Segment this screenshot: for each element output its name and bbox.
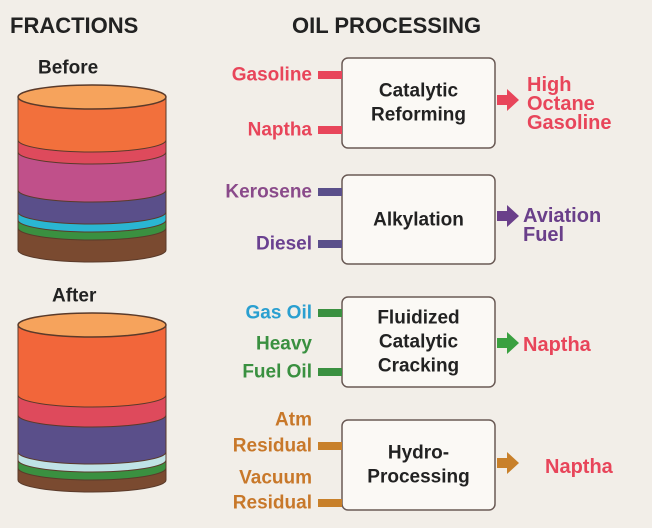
process-name: Catalytic [342, 82, 495, 101]
input-connector [318, 499, 342, 507]
process-name: Cracking [342, 357, 495, 376]
process-name: Processing [342, 468, 495, 487]
process-name: Reforming [342, 106, 495, 125]
output-label: Gasoline [527, 113, 611, 133]
output-label: Aviation [523, 206, 601, 226]
process-name: Hydro- [342, 444, 495, 463]
output-label: High [527, 75, 571, 95]
cylinder-label: After [52, 287, 96, 306]
input-connector [318, 126, 342, 134]
output-arrow [497, 205, 519, 227]
input-connector [318, 71, 342, 79]
input-label: Heavy [256, 335, 312, 354]
process-box [342, 58, 495, 148]
input-label: Fuel Oil [242, 363, 312, 382]
input-label: Diesel [256, 235, 312, 254]
output-arrow [497, 332, 519, 354]
cylinder-top [18, 313, 166, 337]
output-label: Naptha [545, 457, 613, 477]
input-label: Residual [233, 494, 312, 513]
process-box [342, 420, 495, 510]
input-label: Gas Oil [245, 304, 312, 323]
input-label: Vacuum [239, 469, 312, 488]
cylinder-top [18, 85, 166, 109]
output-arrow [497, 452, 519, 474]
fractions-header: FRACTIONS [10, 15, 138, 37]
output-arrow [497, 89, 519, 111]
process-name: Alkylation [342, 210, 495, 229]
output-label: Octane [527, 94, 595, 114]
input-label: Gasoline [232, 66, 312, 85]
output-label: Naptha [523, 335, 591, 355]
input-label: Atm [275, 411, 312, 430]
process-name: Fluidized [342, 309, 495, 328]
page: FRACTIONS OIL PROCESSING Before After ((… [0, 0, 652, 528]
input-connector [318, 309, 342, 317]
input-connector [318, 240, 342, 248]
input-connector [318, 368, 342, 376]
input-label: Naptha [248, 121, 312, 140]
output-label: Fuel [523, 225, 564, 245]
input-label: Kerosene [225, 183, 312, 202]
input-connector [318, 442, 342, 450]
process-name: Catalytic [342, 333, 495, 352]
cylinder-label: Before [38, 59, 98, 78]
input-connector [318, 188, 342, 196]
input-label: Residual [233, 437, 312, 456]
processing-header: OIL PROCESSING [292, 15, 481, 37]
